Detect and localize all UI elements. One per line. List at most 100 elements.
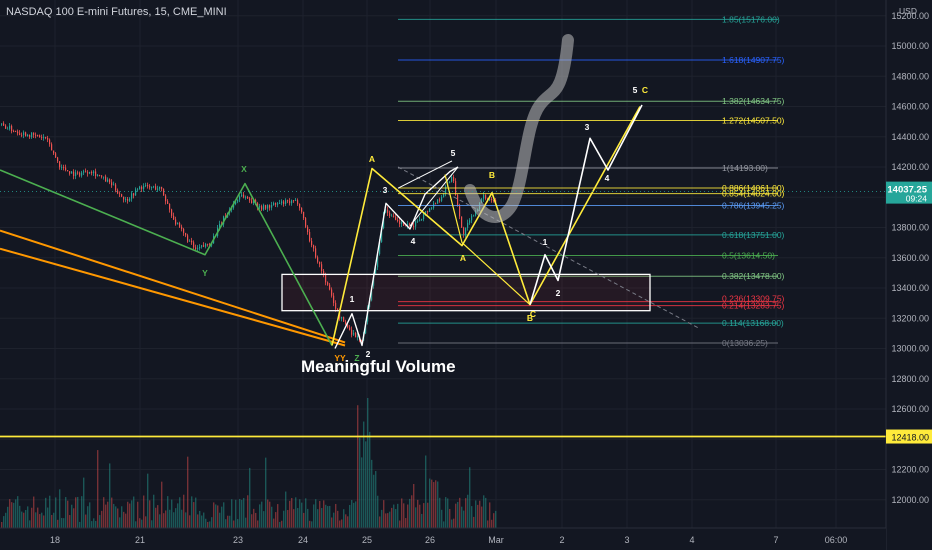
candle xyxy=(193,242,195,248)
candle xyxy=(283,201,285,205)
candle xyxy=(393,215,395,217)
currency-label: USD xyxy=(899,6,917,16)
candle xyxy=(41,137,43,139)
candle xyxy=(75,172,77,176)
candle xyxy=(147,185,149,187)
candle xyxy=(331,289,333,296)
fib-label-1: 1(14193.00) xyxy=(722,163,768,173)
volume-bar xyxy=(493,513,495,528)
volume-bar xyxy=(363,421,365,528)
price-tick-label: 13200.00 xyxy=(891,313,929,323)
volume-bar xyxy=(185,512,187,528)
wave-label: 4 xyxy=(605,173,610,183)
volume-bar xyxy=(31,507,33,528)
candle xyxy=(457,194,459,207)
candle xyxy=(11,125,13,132)
candle xyxy=(275,203,277,205)
candle xyxy=(297,200,299,204)
candle xyxy=(417,220,419,222)
volume-bar xyxy=(179,497,181,528)
volume-bar xyxy=(215,504,217,528)
volume-bar xyxy=(183,494,185,528)
candle xyxy=(167,201,169,204)
candle xyxy=(467,222,469,228)
price-tick-label: 14200.00 xyxy=(891,162,929,172)
volume-bar xyxy=(257,520,259,528)
candle xyxy=(247,196,249,199)
time-tick-label: 3 xyxy=(624,535,629,545)
candle xyxy=(105,176,107,182)
time-tick-label: 18 xyxy=(50,535,60,545)
volume-bar xyxy=(367,398,369,528)
candle xyxy=(463,227,465,235)
candle xyxy=(51,144,53,151)
candle xyxy=(379,241,381,255)
candle xyxy=(209,244,211,246)
candle xyxy=(435,203,437,205)
candle xyxy=(293,200,295,202)
candle xyxy=(133,193,135,196)
volume-bar xyxy=(373,474,375,528)
candle xyxy=(263,205,265,210)
candle xyxy=(481,198,483,203)
wave-label: 1 xyxy=(350,294,355,304)
candle xyxy=(49,139,51,145)
time-tick-label: 4 xyxy=(689,535,694,545)
candle xyxy=(285,200,287,205)
volume-bar xyxy=(289,500,291,528)
candle xyxy=(121,194,123,197)
volume-bar xyxy=(123,511,125,528)
candle xyxy=(261,206,263,210)
volume-bar xyxy=(97,450,99,528)
candle xyxy=(63,167,65,168)
time-tick-label: 2 xyxy=(559,535,564,545)
candle xyxy=(135,189,137,196)
volume-bar xyxy=(395,509,397,528)
volume-bar xyxy=(325,504,327,528)
candle xyxy=(207,243,209,245)
wave-label: X xyxy=(241,164,247,174)
candle xyxy=(175,219,177,225)
candle xyxy=(323,270,325,275)
volume-bar xyxy=(149,500,151,528)
volume-bar xyxy=(221,506,223,528)
volume-bar xyxy=(121,506,123,528)
candle xyxy=(267,205,269,209)
volume-bar xyxy=(181,509,183,528)
candle xyxy=(127,199,129,201)
candle xyxy=(443,193,445,198)
volume-bar xyxy=(143,495,145,528)
volume-bar xyxy=(441,509,443,528)
candle xyxy=(197,248,199,250)
candle xyxy=(5,125,7,129)
candle xyxy=(301,207,303,212)
candle xyxy=(259,206,261,208)
candle xyxy=(341,316,343,319)
volume-bar xyxy=(139,518,141,528)
candle xyxy=(271,204,273,208)
volume-bar xyxy=(307,508,309,528)
volume-bar xyxy=(253,508,255,528)
volume-bar xyxy=(491,519,493,528)
volume-bar xyxy=(275,512,277,528)
volume-bar xyxy=(435,480,437,528)
volume-bar xyxy=(339,520,341,528)
volume-bar xyxy=(255,512,257,528)
volume-bar xyxy=(337,510,339,528)
fib-levels xyxy=(398,18,778,344)
volume-bar xyxy=(409,498,411,528)
candle xyxy=(85,171,87,173)
volume-bar xyxy=(297,508,299,528)
volume-bar xyxy=(279,521,281,528)
volume-bar xyxy=(347,516,349,528)
volume-bar xyxy=(483,495,485,528)
candle xyxy=(171,209,173,216)
volume-bar xyxy=(305,498,307,528)
candle xyxy=(35,134,37,136)
wedge-line-lower xyxy=(409,166,459,227)
projection-swirl xyxy=(464,34,574,223)
volume-bar xyxy=(247,495,249,528)
time-tick-label: 21 xyxy=(135,535,145,545)
volume-bar xyxy=(291,497,293,528)
